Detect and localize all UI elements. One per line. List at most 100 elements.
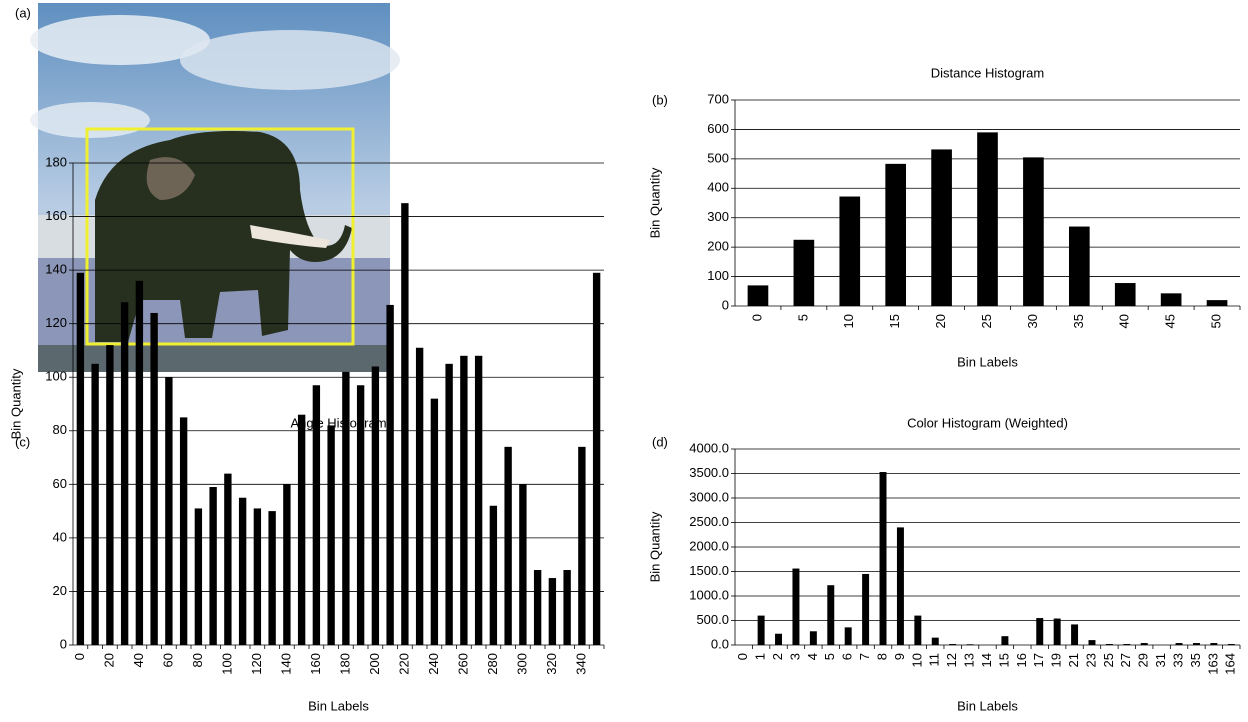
bar <box>1036 618 1043 645</box>
bar <box>792 569 799 645</box>
bar <box>810 631 817 645</box>
x-tick-label: 164 <box>1223 653 1238 675</box>
y-tick-label: 60 <box>53 476 67 491</box>
bar <box>372 367 379 645</box>
x-tick-label: 5 <box>822 653 837 660</box>
y-tick-label: 2500.0 <box>689 514 729 529</box>
y-tick-label: 100 <box>707 268 729 283</box>
x-tick-label: 200 <box>367 653 382 675</box>
x-tick-label: 10 <box>841 314 856 328</box>
bar <box>897 527 904 645</box>
bar <box>862 574 869 645</box>
bar <box>534 570 541 645</box>
y-tick-label: 0 <box>722 297 729 312</box>
y-axis-label: Bin Quantity <box>8 368 23 439</box>
x-tick-label: 16 <box>1014 653 1029 667</box>
bar <box>775 634 782 645</box>
x-tick-label: 163 <box>1205 653 1220 675</box>
x-tick-label: 33 <box>1170 653 1185 667</box>
bar <box>914 616 921 645</box>
bar <box>445 364 452 645</box>
y-tick-label: 40 <box>53 529 67 544</box>
bar <box>254 508 261 645</box>
bar <box>283 484 290 645</box>
x-axis-label: Bin Labels <box>957 698 1018 713</box>
bar <box>1001 636 1008 645</box>
x-tick-label: 6 <box>840 653 855 660</box>
photo <box>30 3 400 372</box>
y-tick-label: 0.0 <box>711 636 729 651</box>
x-tick-label: 2 <box>770 653 785 660</box>
y-tick-label: 700 <box>707 91 729 106</box>
y-tick-label: 1000.0 <box>689 587 729 602</box>
x-tick-label: 20 <box>101 653 116 667</box>
bar <box>1228 644 1235 645</box>
x-tick-label: 30 <box>1025 314 1040 328</box>
y-tick-label: 160 <box>45 208 67 223</box>
bar <box>1054 619 1061 645</box>
x-tick-label: 9 <box>892 653 907 660</box>
y-tick-label: 500 <box>707 150 729 165</box>
x-tick-label: 120 <box>249 653 264 675</box>
panel-label: (b) <box>652 92 668 107</box>
y-axis-label: Bin Quantity <box>647 167 662 238</box>
bar <box>519 484 526 645</box>
bar <box>1210 643 1217 645</box>
panel-label: (d) <box>652 434 668 449</box>
y-tick-label: 200 <box>707 239 729 254</box>
y-tick-label: 600 <box>707 121 729 136</box>
bar <box>268 511 275 645</box>
y-axis-label: Bin Quantity <box>647 511 662 582</box>
x-tick-label: 12 <box>944 653 959 667</box>
x-tick-label: 15 <box>887 314 902 328</box>
bar <box>209 487 216 645</box>
y-tick-label: 180 <box>45 154 67 169</box>
x-tick-label: 11 <box>927 653 942 667</box>
bar <box>121 302 128 645</box>
chart-title: Color Histogram (Weighted) <box>907 415 1068 430</box>
x-tick-label: 260 <box>455 653 470 675</box>
x-tick-label: 4 <box>805 653 820 660</box>
x-tick-label: 140 <box>278 653 293 675</box>
x-tick-label: 3 <box>787 653 802 660</box>
bar <box>563 570 570 645</box>
x-tick-label: 280 <box>485 653 500 675</box>
y-tick-label: 2000.0 <box>689 538 729 553</box>
bar <box>949 644 956 645</box>
x-tick-label: 100 <box>219 653 234 675</box>
bar <box>416 348 423 645</box>
y-tick-label: 4000.0 <box>689 440 729 455</box>
x-tick-label: 160 <box>308 653 323 675</box>
y-tick-label: 300 <box>707 209 729 224</box>
bar <box>490 506 497 645</box>
bar <box>180 417 187 645</box>
bar <box>839 197 860 306</box>
x-tick-label: 0 <box>72 653 87 660</box>
x-tick-label: 300 <box>514 653 529 675</box>
bar <box>932 638 939 645</box>
panel-label: (a) <box>15 5 31 20</box>
bar <box>593 273 600 645</box>
bar <box>136 281 143 645</box>
x-tick-label: 80 <box>190 653 205 667</box>
x-tick-label: 19 <box>1049 653 1064 667</box>
x-tick-label: 60 <box>160 653 175 667</box>
y-tick-label: 400 <box>707 180 729 195</box>
x-tick-label: 50 <box>1208 314 1223 328</box>
x-tick-label: 0 <box>735 653 750 660</box>
bar <box>327 425 334 645</box>
x-tick-label: 15 <box>996 653 1011 667</box>
y-tick-label: 80 <box>53 422 67 437</box>
x-tick-label: 35 <box>1071 314 1086 328</box>
y-tick-label: 3000.0 <box>689 489 729 504</box>
bar <box>1193 643 1200 645</box>
y-tick-label: 3500.0 <box>689 465 729 480</box>
x-tick-label: 27 <box>1118 653 1133 667</box>
x-tick-label: 25 <box>979 314 994 328</box>
bar <box>386 305 393 645</box>
x-tick-label: 8 <box>874 653 889 660</box>
bar <box>1141 643 1148 645</box>
y-tick-label: 1500.0 <box>689 563 729 578</box>
x-tick-label: 35 <box>1188 653 1203 667</box>
bar <box>1207 300 1228 306</box>
